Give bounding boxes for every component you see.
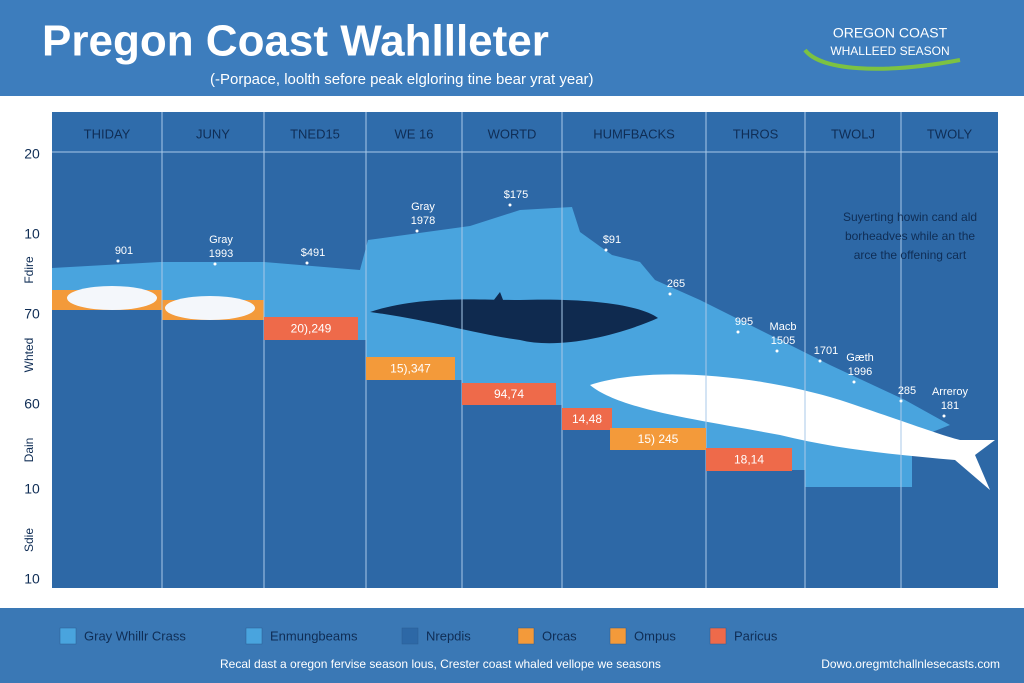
legend-label: Gray Whillr Crass [84,628,186,643]
point-label: 1978 [411,215,435,227]
point-dot [668,292,672,296]
point-label: 1701 [814,345,838,357]
annotation: arce the offening cart [854,248,967,262]
whale [370,292,658,344]
column-header: TNED15 [290,126,340,141]
legend-swatch [401,627,419,645]
column-header-band [52,112,998,152]
column-header: TWOLJ [831,126,875,141]
step-box [264,317,358,340]
y-label: 10 [24,481,40,497]
legend-label: Ompus [634,628,676,643]
whale [590,374,995,490]
step-label: 15),347 [390,362,431,376]
header-band [0,0,1024,96]
logo-line: WHALLEED SEASON [830,44,949,58]
point-dot [305,261,309,265]
side-label: Whted [22,338,36,373]
point-dot [415,229,419,233]
side-label: Dain [22,438,36,463]
legend-label: Enmungbeams [270,628,358,643]
legend-label: Nrepdis [426,628,471,643]
point-dot [852,380,856,384]
point-label: 181 [941,400,959,412]
point-dot [213,262,217,266]
legend-band [0,608,1024,683]
step-label: 14,48 [572,412,602,426]
column-header: TWOLY [927,126,973,141]
legend-swatch [709,627,727,645]
point-label: $175 [504,189,528,201]
point-label: Gæth [846,352,874,364]
step-box [562,408,612,430]
point-dot [604,248,608,252]
annotation: Suyerting howin cand ald [843,210,977,224]
point-label: Gray [411,201,435,213]
column-header: WORTD [488,126,537,141]
step-label: 15) 245 [638,432,679,446]
y-label: 10 [24,571,40,587]
step-box [366,357,455,380]
annotation: borheadves while an the [845,229,975,243]
point-label: 265 [667,278,685,290]
point-label: 1505 [771,335,795,347]
whale [165,296,255,320]
side-label: Fdire [22,256,36,284]
legend-label: Orcas [542,628,577,643]
point-label: Gray [209,234,233,246]
column-header: HUMFBACKS [593,126,675,141]
footer-left: Recal dast a oregon fervise season lous,… [220,657,661,671]
step-label: 94,74 [494,387,524,401]
column-header: THIDAY [84,126,131,141]
point-label: $91 [603,234,621,246]
point-label: $491 [301,247,325,259]
footer-right: Dowo.oregmtchallnlesecasts.com [821,657,1000,671]
subtitle: (-Porpace, loolth sefore peak elgloring … [210,71,594,88]
point-dot [942,414,946,418]
y-label: 70 [24,306,40,322]
legend-label: Paricus [734,628,778,643]
point-label: 1996 [848,366,872,378]
point-dot [508,203,512,207]
step-label: 20),249 [291,322,332,336]
point-dot [775,349,779,353]
point-dot [899,399,903,403]
column-header: THROS [733,126,779,141]
point-label: 995 [735,316,753,328]
y-label: 20 [24,146,40,162]
side-label: Sdie [22,528,36,552]
legend-swatch [517,627,535,645]
point-dot [116,259,120,263]
point-label: Macb [770,321,797,333]
column-header: JUNY [196,126,230,141]
logo-line: OREGON COAST [833,25,948,41]
whale-illustrations [67,286,995,490]
point-label: 901 [115,245,133,257]
legend-swatch [609,627,627,645]
legend-swatch [245,627,263,645]
legend-swatch [59,627,77,645]
y-label: 10 [24,226,40,242]
step-box [610,428,706,450]
point-label: Arreroy [932,386,969,398]
point-label: 285 [898,385,916,397]
step-label: 18,14 [734,453,764,467]
whale [67,286,157,310]
y-label: 60 [24,396,40,412]
logo-swoosh [803,48,961,71]
step-box [706,448,792,471]
step-box [462,383,556,405]
point-label: 1993 [209,248,233,260]
column-header: WE 16 [394,126,433,141]
title: Pregon Coast Wahllleter [42,17,549,66]
point-dot [818,359,822,363]
point-dot [736,330,740,334]
